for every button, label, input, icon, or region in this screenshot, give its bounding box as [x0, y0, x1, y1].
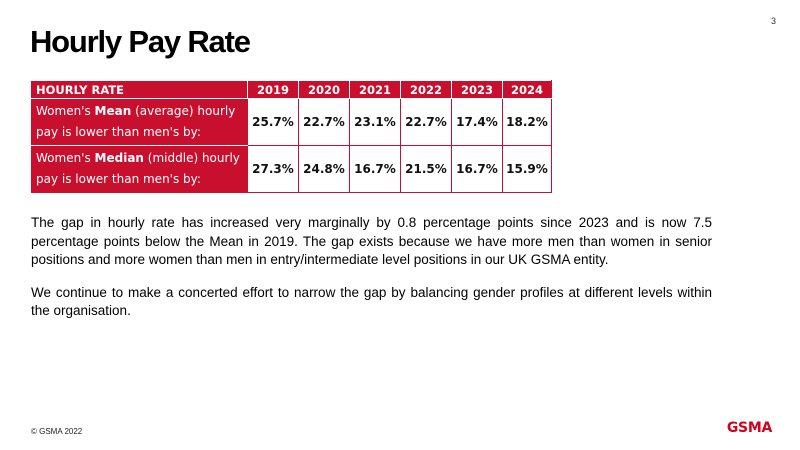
table-cell: 24.8% [298, 145, 350, 193]
paragraph: The gap in hourly rate has increased ver… [31, 215, 712, 267]
table-cell: 25.7% [247, 98, 299, 146]
table-cell: 23.1% [349, 98, 401, 146]
table-header-row: HOURLY RATE 2019 2020 2021 2022 2023 202… [31, 80, 552, 99]
year-header: 2022 [400, 80, 452, 99]
table-row-median: Women's Median (middle) hourly pay is lo… [31, 145, 552, 193]
footer-copyright: © GSMA 2022 [31, 427, 83, 436]
table-row-mean: Women's Mean (average) hourly pay is low… [31, 98, 552, 146]
year-header: 2021 [349, 80, 401, 99]
table-cell: 16.7% [349, 145, 401, 193]
table-cell: 17.4% [451, 98, 503, 146]
row-label-median: Women's Median (middle) hourly pay is lo… [31, 145, 248, 193]
year-header: 2020 [298, 80, 350, 99]
table-cell: 15.9% [502, 145, 552, 193]
year-header: 2019 [247, 80, 299, 99]
table-cell: 18.2% [502, 98, 552, 146]
year-header: 2024 [502, 80, 552, 99]
body-text: The gap in hourly rate has increased ver… [31, 214, 712, 335]
table-header-label: HOURLY RATE [31, 80, 248, 99]
table-cell: 22.7% [298, 98, 350, 146]
gsma-logo: GSMA [726, 420, 772, 436]
page-number: 3 [770, 16, 776, 26]
table-cell: 27.3% [247, 145, 299, 193]
table-cell: 16.7% [451, 145, 503, 193]
table-cell: 21.5% [400, 145, 452, 193]
hourly-rate-table: HOURLY RATE 2019 2020 2021 2022 2023 202… [31, 80, 552, 193]
table-cell: 22.7% [400, 98, 452, 146]
row-label-mean: Women's Mean (average) hourly pay is low… [31, 98, 248, 146]
paragraph: We continue to make a concerted effort t… [31, 284, 712, 319]
page-title: Hourly Pay Rate [30, 24, 251, 59]
year-header: 2023 [451, 80, 503, 99]
